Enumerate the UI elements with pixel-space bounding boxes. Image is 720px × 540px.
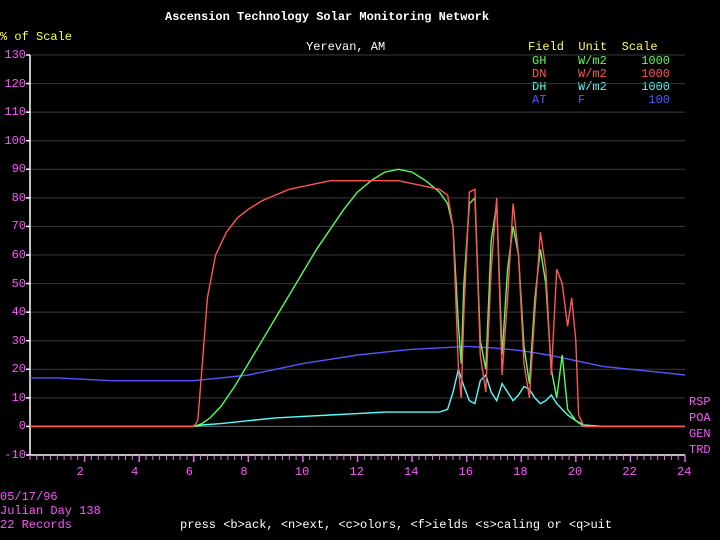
solar-chart <box>0 0 720 540</box>
series-at <box>30 346 685 380</box>
series-dn <box>30 181 685 427</box>
series-gh <box>30 169 685 426</box>
